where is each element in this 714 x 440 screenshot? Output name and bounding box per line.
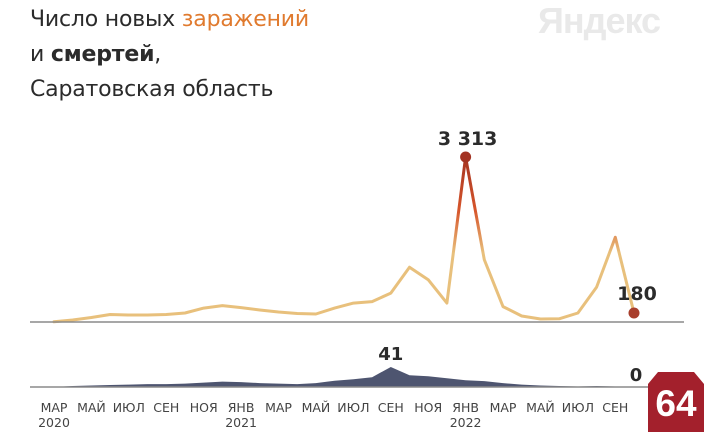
x-tick-label: НОЯ	[190, 400, 218, 415]
yandex-watermark: Яндекс	[538, 0, 661, 41]
title-line-2: и смертей,	[30, 37, 309, 72]
x-tick-label: ИЮЛ	[562, 400, 594, 415]
title-prefix: Число новых	[30, 7, 182, 32]
chart-title: Число новых заражений и смертей, Саратов…	[30, 2, 309, 107]
x-tick-label: СЕН	[378, 400, 404, 415]
x-tick-label: МАЙ	[526, 400, 555, 415]
x-tick-label: МАЙ	[302, 400, 331, 415]
x-tick-label: ЯНВ	[228, 400, 255, 415]
x-tick-label: МАР	[265, 400, 292, 415]
title-line-1: Число новых заражений	[30, 2, 309, 37]
title-and: и	[30, 42, 51, 67]
x-tick-label: ИЮЛ	[337, 400, 369, 415]
deaths-chart: 41 0	[30, 344, 684, 388]
x-tick-label: СЕН	[153, 400, 179, 415]
title-comma: ,	[154, 42, 162, 67]
infections-last-label: 180	[617, 283, 657, 305]
region-64-badge-icon: 64	[648, 372, 704, 432]
infections-chart: 3 313 180	[30, 128, 684, 324]
x-tick-label: ИЮЛ	[113, 400, 145, 415]
x-tick-year: 2020	[38, 415, 70, 430]
x-tick-year: 2021	[225, 415, 257, 430]
infections-peak-marker	[460, 151, 472, 163]
badge-label: 64	[655, 383, 697, 424]
deaths-peak-label: 41	[378, 344, 403, 365]
deaths-area	[54, 367, 634, 387]
x-tick-label: НОЯ	[414, 400, 442, 415]
title-deaths: смертей	[50, 42, 155, 67]
x-tick-label: МАР	[41, 400, 68, 415]
x-tick-label: ЯНВ	[452, 400, 479, 415]
infections-last-marker	[628, 307, 640, 319]
infections-line	[52, 155, 636, 324]
x-tick-label: МАЙ	[77, 400, 106, 415]
title-region: Саратовская область	[30, 77, 274, 102]
infections-peak-label: 3 313	[438, 128, 498, 150]
x-tick-label: МАР	[490, 400, 517, 415]
x-tick-label: СЕН	[602, 400, 628, 415]
title-infections: заражений	[181, 7, 309, 32]
deaths-last-label: 0	[630, 365, 643, 386]
x-tick-year: 2022	[450, 415, 482, 430]
